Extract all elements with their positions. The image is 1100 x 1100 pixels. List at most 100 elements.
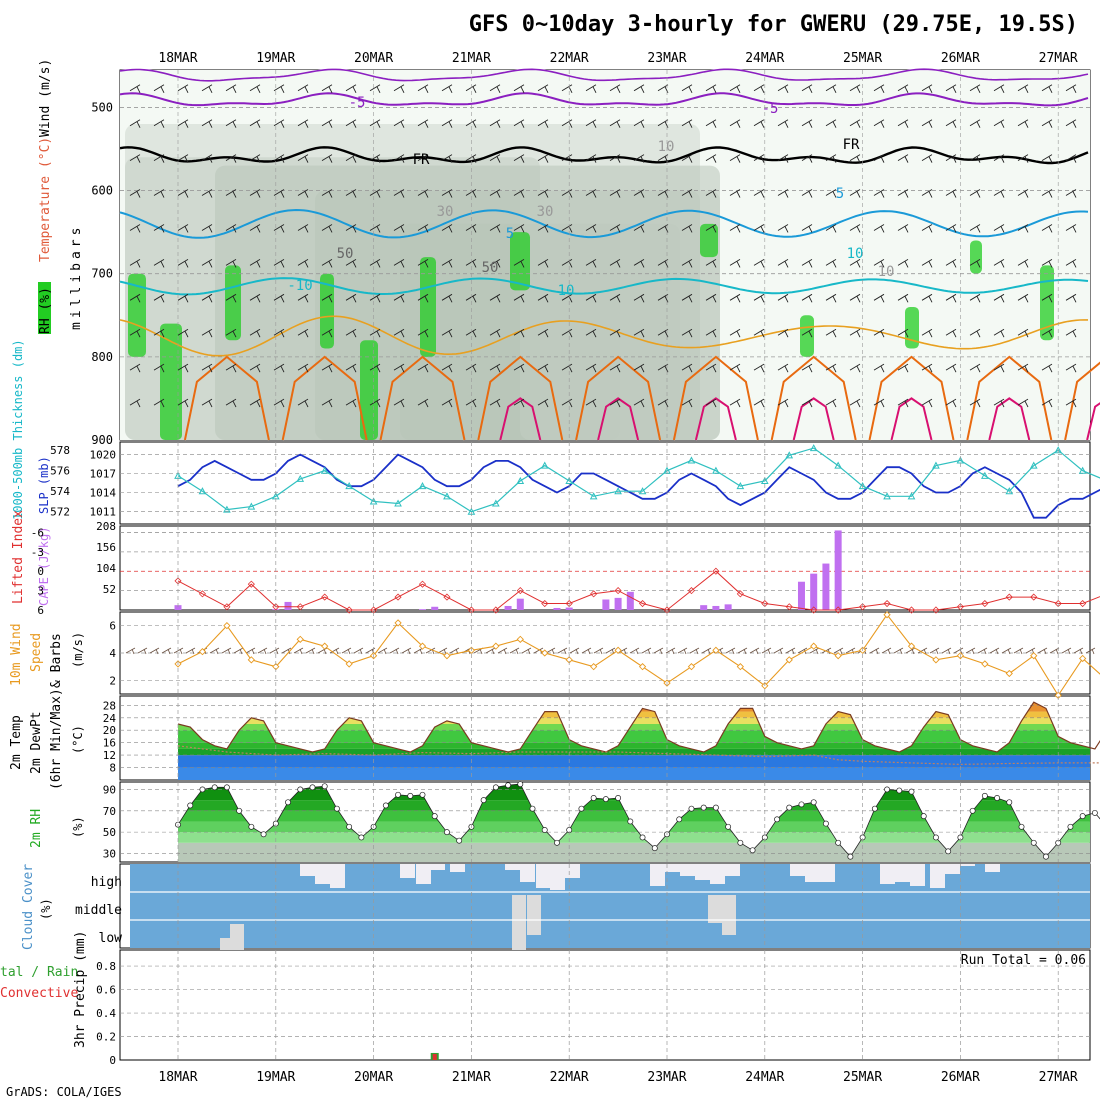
contour-label: 50: [482, 260, 499, 276]
wind-barb: [441, 293, 453, 303]
ylabel-2m-dewpt: 2m DewPt: [29, 711, 44, 774]
wind-barb: [681, 224, 693, 233]
slp-tick-label: 1020: [90, 449, 117, 462]
wind-barb: [585, 189, 597, 198]
wind-barb: [249, 363, 261, 373]
cloud-mid-low-bar: [512, 922, 526, 950]
wind-barb: [537, 154, 549, 163]
wind-barb: [777, 293, 789, 303]
ylabel-millibars: millibars: [69, 224, 84, 330]
surface-wind-barb: [233, 647, 244, 655]
wind-barb: [825, 259, 837, 268]
li-point: [247, 580, 255, 588]
thickness-point: [516, 476, 525, 484]
cape-bar: [431, 606, 439, 610]
cape-tick-label: 52: [103, 583, 116, 596]
temp-contour-25: [890, 397, 933, 441]
thickness-point: [687, 456, 696, 464]
rh-point: [382, 802, 389, 809]
wind-barb: [609, 84, 621, 93]
wind-barb: [993, 259, 1005, 268]
wind-barb: [945, 259, 957, 268]
wind-barb: [417, 154, 429, 163]
rh-color-band: [178, 832, 1090, 843]
li-point: [810, 606, 818, 614]
surface-wind-barb: [1085, 647, 1096, 655]
cloud-high-bar: [520, 864, 535, 882]
li-point: [467, 606, 475, 614]
temp-color-band: [178, 730, 1090, 743]
rh-point: [248, 823, 255, 830]
wind-barb: [537, 293, 549, 303]
wind-speed-point: [198, 647, 207, 656]
wind-barb: [681, 189, 693, 198]
rh-point: [688, 805, 695, 812]
surface-wind-barb: [749, 647, 760, 655]
wind-barb: [969, 398, 981, 408]
li-point: [272, 603, 280, 611]
wind-barb: [489, 363, 501, 373]
cloud-labels: Cloud Cover (%) high middle low: [21, 864, 122, 950]
wind-barb: [705, 119, 717, 128]
wind-barb: [873, 398, 885, 408]
surface-wind-barb: [1061, 647, 1072, 655]
cloud-background: [130, 864, 1090, 948]
cloud-high-bar: [985, 864, 1000, 872]
wind-barb: [897, 363, 909, 373]
wind-barb: [753, 189, 765, 198]
wind-barb: [585, 259, 597, 268]
thickness-tick-label: 572: [50, 506, 70, 519]
wind-barb: [969, 328, 981, 338]
li-point: [1054, 599, 1062, 608]
wind-barb: [657, 224, 669, 233]
thickness-point: [712, 466, 720, 474]
cloud-high-bar: [450, 864, 465, 872]
rh-point: [1018, 823, 1025, 830]
wind-barb: [921, 363, 933, 373]
thickness-point: [296, 474, 305, 482]
thickness-tick-label: 578: [50, 444, 70, 457]
rh-tick-label: 50: [103, 826, 116, 839]
wind10-labels: 10m Wind Speed & Barbs (m/s): [9, 623, 85, 688]
wind-barb: [609, 363, 621, 373]
date-label-top: 19MAR: [256, 51, 295, 66]
rh-point: [602, 796, 609, 803]
cloud-high-bar: [330, 864, 345, 888]
temp-color-band: [178, 767, 1090, 780]
wind-barb: [873, 363, 885, 373]
rh-tick-label: 30: [103, 847, 116, 860]
wind-barb: [393, 293, 405, 303]
wind-speed-point: [1079, 654, 1087, 663]
wind-barb: [729, 293, 741, 303]
li-series-line: [177, 570, 1100, 611]
wind-barb: [1017, 328, 1029, 338]
rh-point: [639, 834, 646, 841]
thickness-point: [443, 492, 451, 500]
ylabel-2m-rh: 2m RH: [29, 809, 44, 848]
cape-bar: [565, 607, 573, 610]
temp-color-band: [178, 755, 1090, 768]
date-label-top: 24MAR: [745, 51, 784, 66]
rh-point: [541, 827, 548, 833]
wind-speed-point: [541, 649, 549, 657]
wind-barb: [225, 363, 237, 373]
date-label-top: 22MAR: [550, 51, 589, 66]
temp-contour-20: [379, 355, 466, 441]
wind-barb: [177, 154, 189, 163]
wind-barb: [633, 259, 645, 268]
slp-tick-label: 1014: [90, 486, 117, 499]
surface-wind-barb: [221, 647, 232, 655]
rh-point: [529, 805, 536, 812]
wind-speed-point: [932, 656, 940, 664]
rh-point: [627, 818, 634, 825]
wind-barb: [921, 154, 933, 163]
ylabel-wind: Wind (m/s): [38, 59, 53, 137]
wind-speed-point: [712, 646, 720, 654]
wind-barb: [633, 363, 645, 373]
pressure-tick-label: 700: [91, 267, 113, 281]
surface-wind-barb: [725, 647, 736, 655]
wind-barb: [1041, 398, 1053, 408]
contour-label: 5: [836, 186, 844, 202]
temp-contour-freezing: [119, 146, 1089, 165]
temp-tick-label: 28: [103, 699, 116, 712]
